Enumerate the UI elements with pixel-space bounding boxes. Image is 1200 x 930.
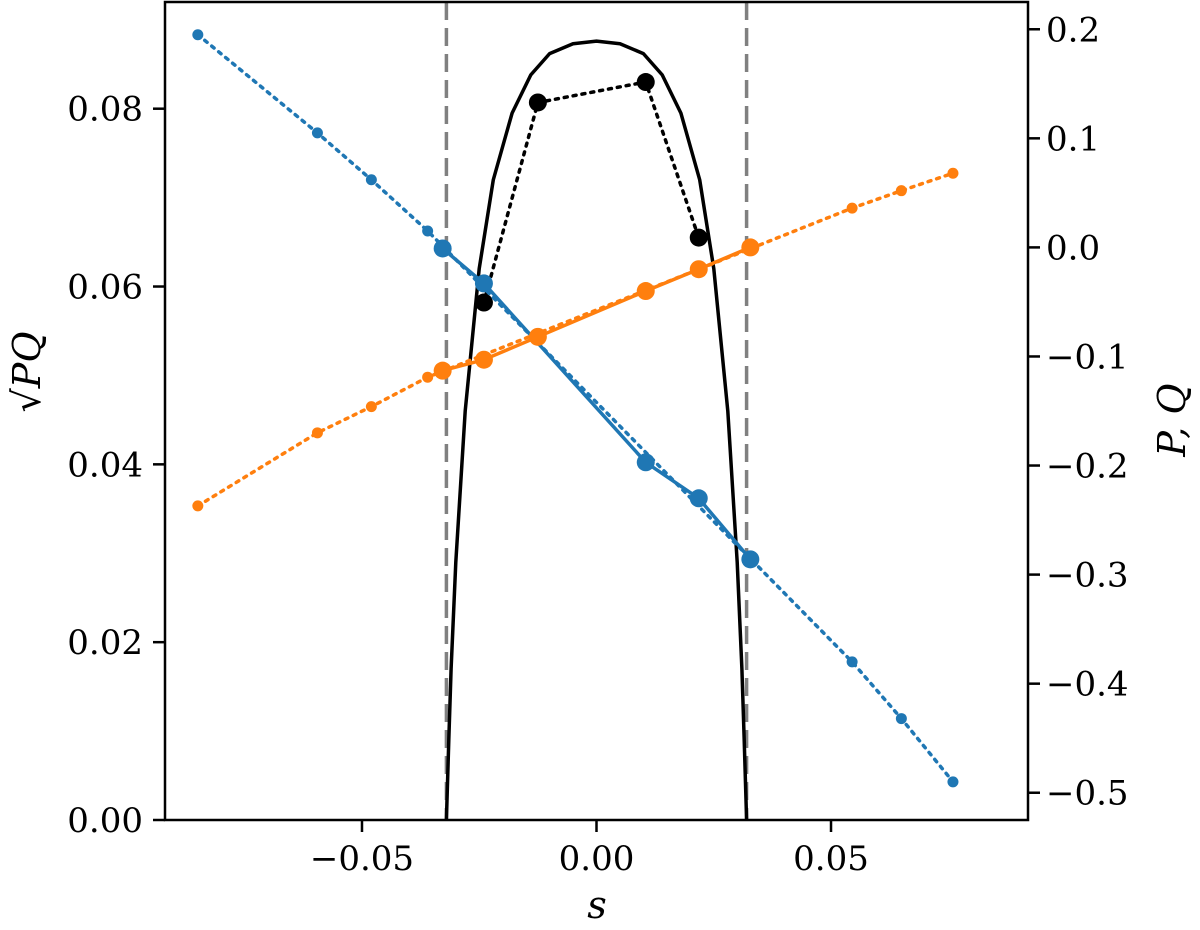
series-4-point-0 bbox=[192, 500, 204, 512]
y-right-tick-label-1: 0.1 bbox=[1046, 119, 1100, 159]
y-axis-left-label-text: √PQ bbox=[5, 332, 49, 413]
series-5-point-2 bbox=[528, 327, 547, 346]
series-2-point-2 bbox=[365, 174, 377, 186]
series-3-point-2 bbox=[636, 453, 655, 472]
y-left-tick-label-0: 0.00 bbox=[67, 801, 143, 841]
y-left-tick-label-1: 0.02 bbox=[67, 623, 143, 663]
series-2-point-0 bbox=[192, 29, 204, 41]
y-axis-right-label-text: P, Q bbox=[1150, 383, 1194, 457]
series-5-point-4 bbox=[689, 260, 708, 279]
series-group bbox=[192, 29, 959, 821]
y-left-tick-label-4: 0.08 bbox=[67, 90, 143, 130]
series-1-line bbox=[482, 80, 701, 305]
y-right-tick-label-3: −0.1 bbox=[1046, 337, 1129, 377]
y-right-tick-label-5: −0.3 bbox=[1046, 556, 1129, 596]
vertical-reference-lines bbox=[444, 2, 749, 820]
series-4-point-1 bbox=[311, 427, 323, 439]
y-left-tick-label-2: 0.04 bbox=[67, 445, 143, 485]
y-right-tick-label-0: 0.2 bbox=[1046, 10, 1100, 50]
series-0-line bbox=[444, 39, 749, 821]
series-4-point-5 bbox=[895, 185, 907, 197]
plot-area-border bbox=[163, 0, 1030, 822]
series-4-line bbox=[196, 171, 955, 508]
series-2-point-6 bbox=[947, 776, 959, 788]
series-2-point-5 bbox=[895, 713, 907, 725]
x-tick-label-1: 0.00 bbox=[559, 839, 635, 879]
series-5-point-1 bbox=[474, 350, 493, 369]
series-5-point-3 bbox=[636, 282, 655, 301]
y-axis-left-label: √PQ bbox=[5, 332, 49, 413]
y-left-tick-label-3: 0.06 bbox=[67, 268, 143, 308]
x-axis-label: s bbox=[587, 883, 607, 927]
series-3-point-4 bbox=[741, 550, 760, 569]
y-right-tick-label-2: 0.0 bbox=[1046, 228, 1100, 268]
series-3-point-0 bbox=[433, 239, 452, 258]
y-axis-right-label: P, Q bbox=[1150, 383, 1194, 457]
series-2-point-3 bbox=[422, 225, 434, 237]
x-tick-label-2: 0.05 bbox=[793, 839, 869, 879]
y-right-tick-label-4: −0.2 bbox=[1046, 447, 1129, 487]
y-right-tick-label-7: −0.5 bbox=[1046, 774, 1129, 814]
series-2-point-4 bbox=[846, 656, 858, 668]
series-4-point-3 bbox=[422, 371, 434, 383]
series-4-point-4 bbox=[846, 202, 858, 214]
series-1-point-2 bbox=[636, 73, 655, 92]
series-1-point-1 bbox=[528, 93, 547, 112]
series-4-point-2 bbox=[365, 401, 377, 413]
series-5-point-5 bbox=[741, 238, 760, 257]
series-1-point-3 bbox=[689, 228, 708, 247]
series-3-point-3 bbox=[689, 489, 708, 508]
series-3-point-1 bbox=[474, 274, 493, 293]
series-4-point-6 bbox=[947, 167, 959, 179]
x-tick-label-0: −0.05 bbox=[310, 839, 414, 879]
series-2-point-1 bbox=[311, 127, 323, 139]
tick-group: −0.05 0.00 0.05 0.00 0.02 0.04 0.06 0.08 0.2 0.1 0… bbox=[67, 10, 1128, 879]
series-5-point-0 bbox=[433, 361, 452, 380]
series-1-point-0 bbox=[474, 293, 493, 312]
plot-frame bbox=[163, 0, 1030, 822]
series-2-line bbox=[196, 32, 955, 784]
y-right-tick-label-6: −0.4 bbox=[1046, 665, 1129, 705]
